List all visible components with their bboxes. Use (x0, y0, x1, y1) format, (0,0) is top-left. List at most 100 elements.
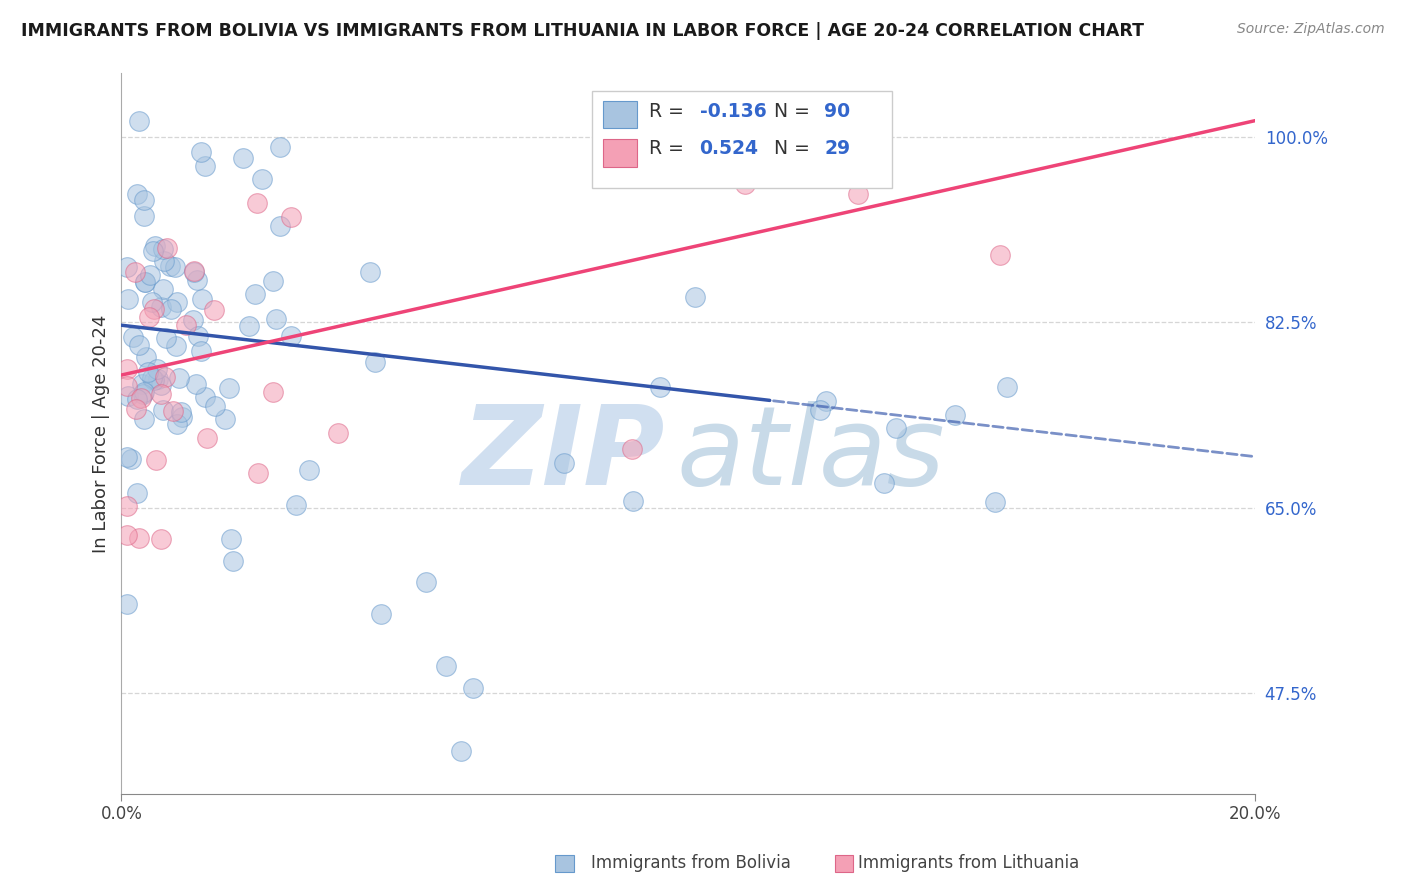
Point (135, 350, 157, 364)
Point (149, 300, 172, 314)
Point (124, 265, 146, 279)
Point (138, 310, 160, 325)
Point (814, 394, 837, 409)
Point (415, 574, 437, 589)
Point (232, 151, 254, 165)
Point (166, 417, 188, 432)
Point (434, 659, 457, 673)
Point (214, 411, 236, 425)
Point (183, 265, 205, 279)
Point (142, 244, 165, 259)
Point (280, 211, 302, 225)
Point (620, 442, 643, 457)
Point (945, 408, 967, 422)
Point (808, 402, 831, 417)
Point (262, 384, 284, 399)
Point (125, 486, 148, 500)
Point (149, 387, 172, 401)
Point (128, 531, 150, 545)
FancyBboxPatch shape (592, 91, 893, 188)
Point (734, 178, 756, 192)
Point (245, 287, 267, 301)
Point (128, 114, 150, 128)
Point (190, 343, 212, 358)
Point (190, 145, 212, 160)
Text: ZIP: ZIP (463, 401, 665, 508)
Point (134, 275, 156, 289)
Point (165, 339, 187, 353)
Point (141, 371, 163, 385)
Point (284, 498, 307, 512)
Point (149, 532, 172, 546)
Text: IMMIGRANTS FROM BOLIVIA VS IMMIGRANTS FROM LITHUANIA IN LABOR FORCE | AGE 20-24 : IMMIGRANTS FROM BOLIVIA VS IMMIGRANTS FR… (21, 22, 1144, 40)
Point (183, 264, 205, 278)
Point (128, 338, 150, 352)
Point (129, 391, 152, 405)
Point (134, 275, 156, 289)
Point (553, 456, 575, 470)
Point (995, 380, 1018, 394)
Point (146, 372, 169, 386)
Bar (603, 101, 637, 128)
Point (191, 292, 214, 306)
Point (162, 404, 184, 418)
Point (115, 379, 138, 393)
Point (115, 597, 138, 611)
Point (125, 402, 148, 417)
Point (152, 282, 174, 296)
Point (988, 248, 1011, 262)
Point (873, 475, 896, 490)
Y-axis label: In Labor Force | Age 20-24: In Labor Force | Age 20-24 (93, 314, 110, 552)
Point (132, 193, 155, 207)
Point (187, 329, 209, 343)
Point (370, 607, 392, 621)
Point (683, 289, 706, 303)
Point (134, 412, 156, 426)
Point (246, 196, 269, 211)
Point (132, 210, 155, 224)
Point (222, 553, 245, 567)
Point (174, 318, 197, 333)
Point (170, 405, 193, 419)
Point (186, 273, 208, 287)
Point (884, 421, 907, 435)
Point (115, 260, 138, 275)
Point (159, 260, 181, 274)
Point (364, 355, 387, 369)
Point (152, 403, 174, 417)
Text: Immigrants from Bolivia: Immigrants from Bolivia (591, 855, 790, 872)
Point (359, 265, 381, 279)
Text: R =: R = (648, 102, 689, 120)
Text: atlas: atlas (676, 401, 945, 508)
Point (153, 254, 176, 268)
Point (218, 381, 240, 395)
Text: 90: 90 (824, 102, 851, 120)
Point (138, 268, 160, 283)
Point (264, 312, 287, 326)
Point (146, 362, 169, 376)
Point (194, 390, 217, 404)
Point (326, 425, 349, 440)
Point (125, 392, 148, 406)
Point (846, 186, 869, 201)
Bar (603, 139, 637, 167)
Point (163, 260, 186, 274)
Point (115, 450, 138, 464)
Point (132, 386, 155, 401)
Point (202, 302, 225, 317)
Point (204, 400, 226, 414)
Point (252, 172, 274, 186)
Point (186, 376, 208, 391)
Point (172, 410, 194, 425)
Point (141, 295, 163, 310)
Point (143, 238, 166, 252)
Point (155, 369, 177, 384)
Text: 29: 29 (824, 139, 851, 158)
Point (149, 377, 172, 392)
Point (984, 495, 1007, 509)
Point (117, 292, 139, 306)
Point (127, 187, 149, 202)
Text: 0.524: 0.524 (700, 139, 759, 158)
Text: R =: R = (648, 139, 689, 158)
Point (166, 294, 188, 309)
